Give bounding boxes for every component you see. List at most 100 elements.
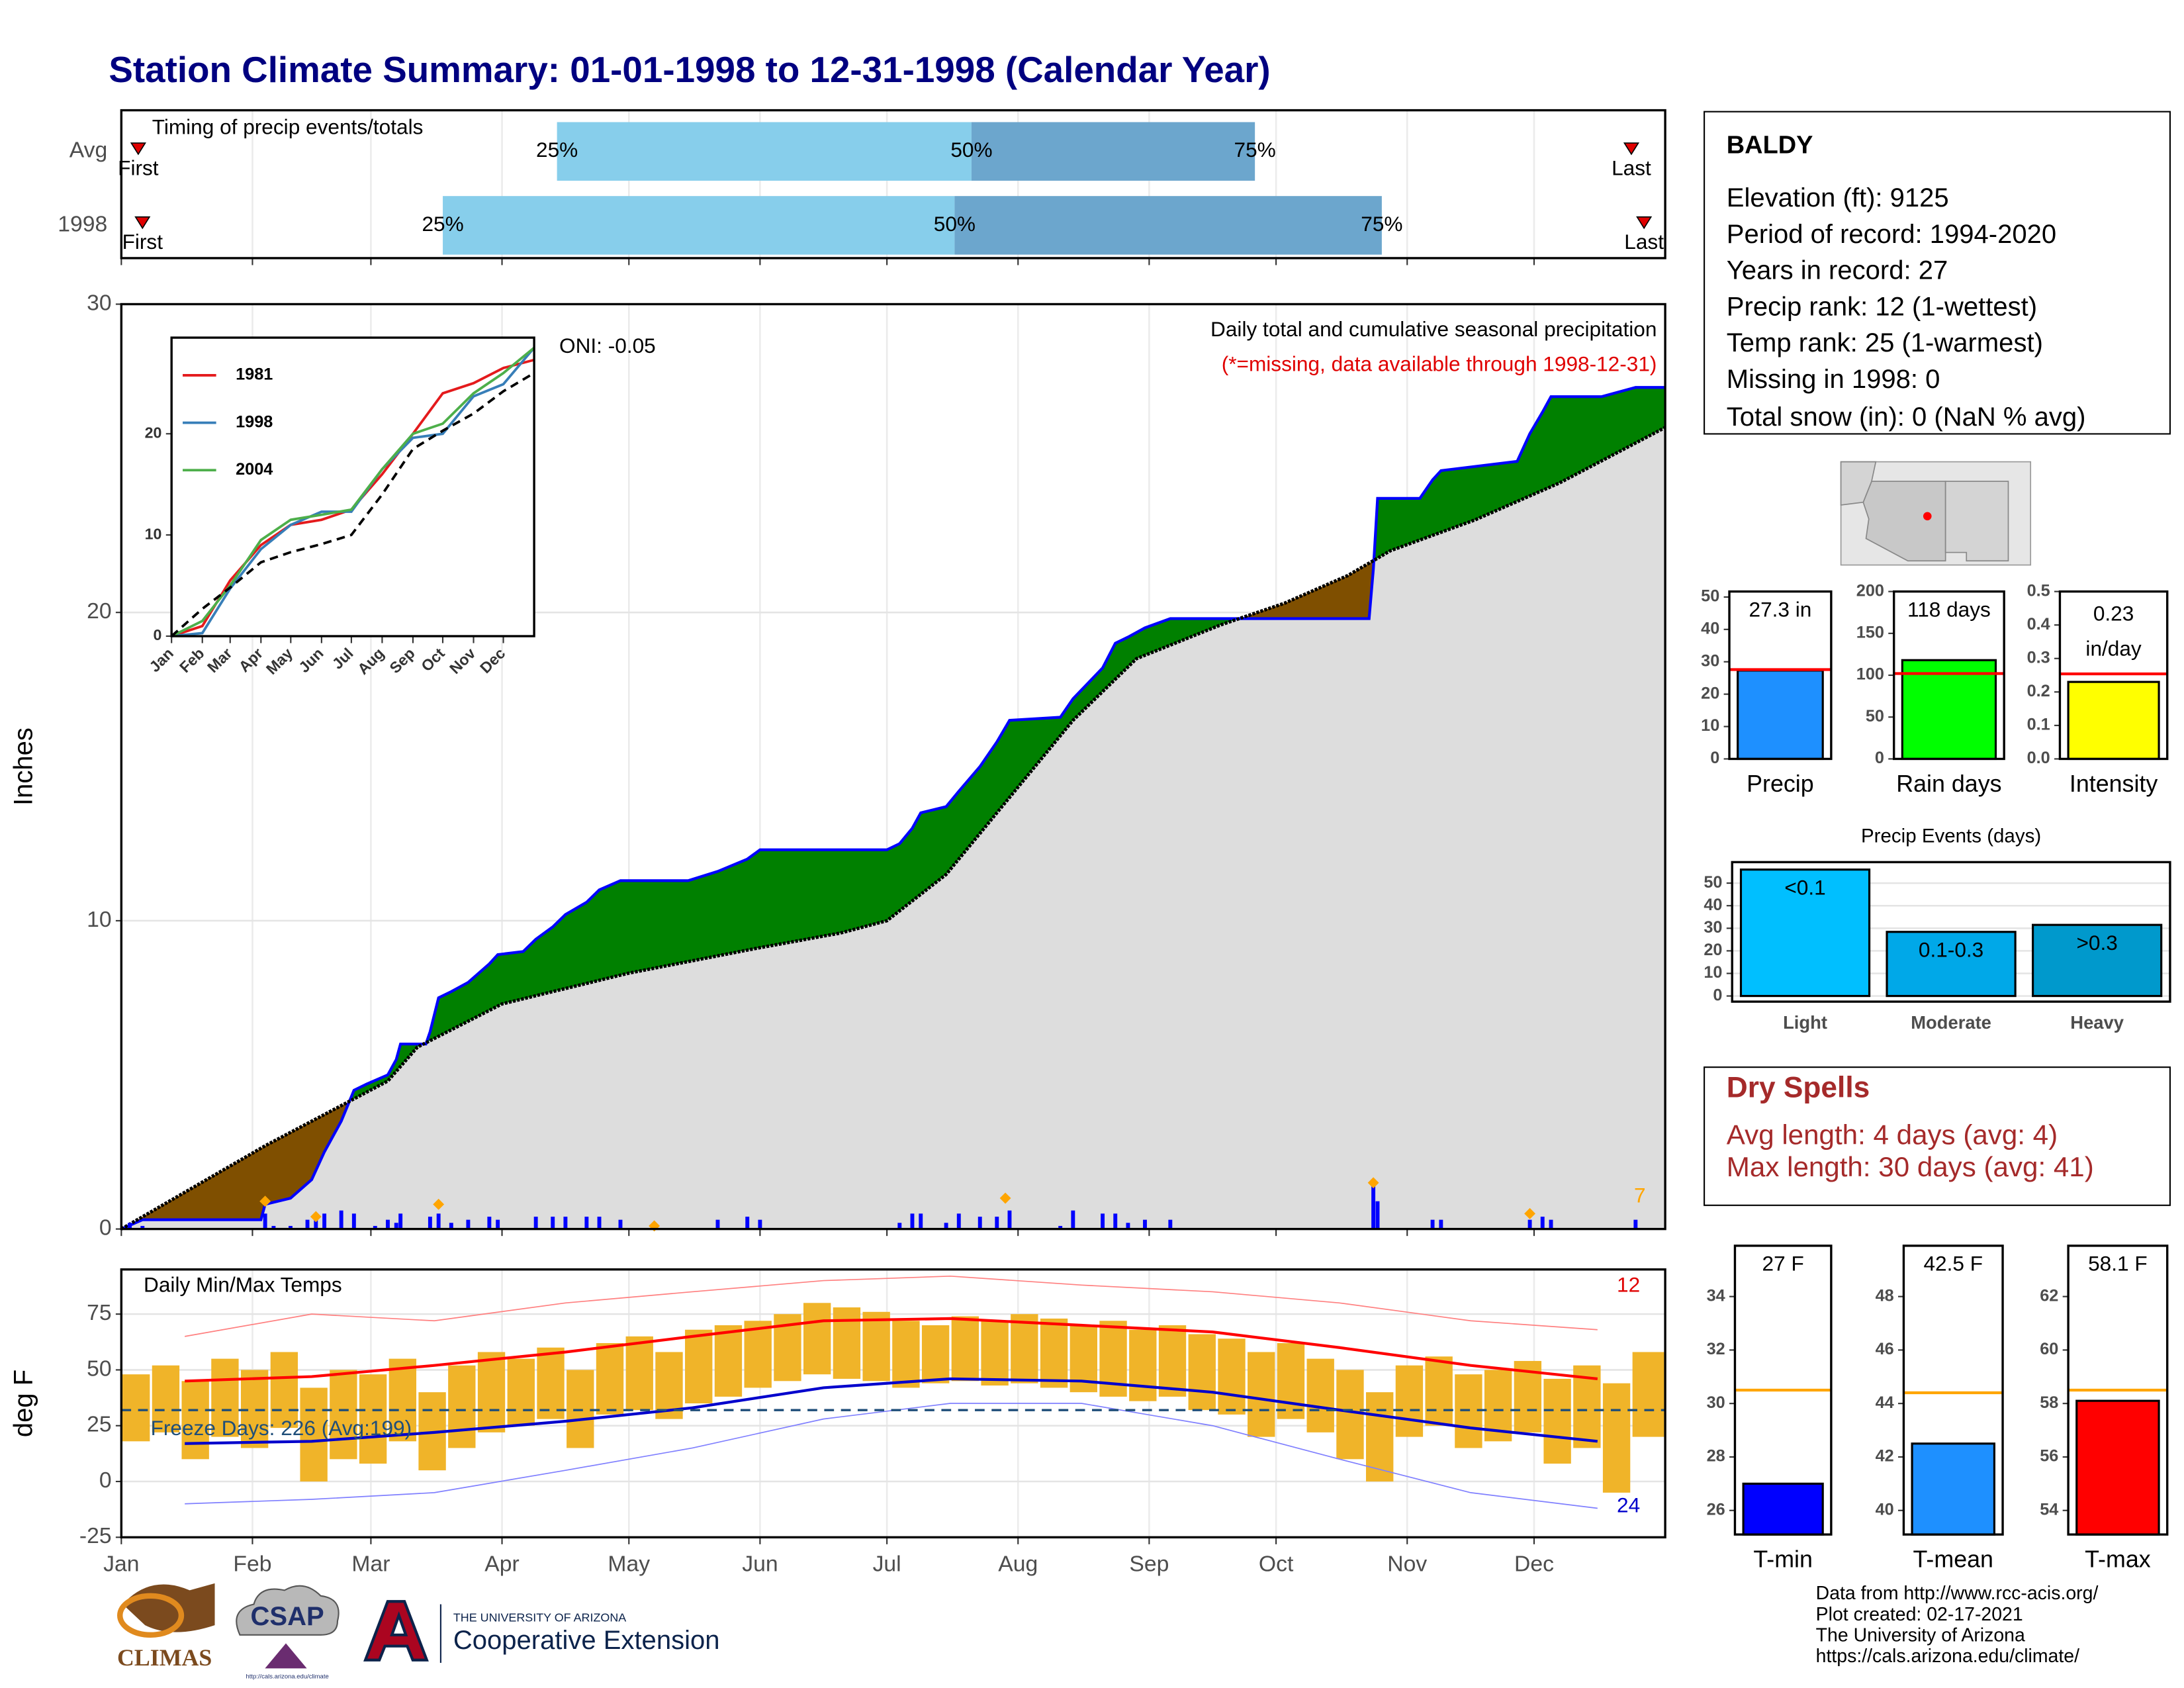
- footer-logos: CLIMAS CSAP http://cals.arizona.edu/clim…: [117, 1583, 719, 1681]
- temp-bar: [803, 1303, 831, 1375]
- class-label: >0.3: [2076, 931, 2117, 955]
- panel-title: Daily total and cumulative seasonal prec…: [1210, 317, 1657, 341]
- y-tick-label: 10: [1701, 716, 1719, 735]
- daily-bar: [1071, 1210, 1075, 1229]
- daily-bar: [487, 1216, 492, 1229]
- x-tick-label: Jul: [873, 1551, 901, 1576]
- daily-bar: [436, 1213, 441, 1229]
- marker: [999, 1192, 1011, 1204]
- temp-bar: [981, 1321, 1009, 1386]
- y-tick-label: 10: [87, 907, 112, 932]
- daily-bar: [1375, 1201, 1380, 1229]
- temp-bar: [1395, 1365, 1424, 1437]
- logo-text: THE UNIVERSITY OF ARIZONA: [453, 1611, 626, 1624]
- temp-bar: [921, 1325, 950, 1383]
- panel-subtitle: (*=missing, data available through 1998-…: [1222, 352, 1657, 376]
- y-tick-label: 0.2: [2027, 682, 2050, 700]
- y-tick-label: 0: [1713, 986, 1722, 1004]
- locator-map: [1840, 461, 2032, 566]
- y-tick-label: -25: [79, 1523, 112, 1548]
- daily-bar: [597, 1216, 602, 1229]
- daily-bar: [1143, 1219, 1147, 1229]
- footer-notes: Data from http://www.rcc-acis.org/ Plot …: [1816, 1583, 2099, 1667]
- y-tick-label: 30: [87, 290, 112, 315]
- x-tick-label: Jun: [742, 1551, 778, 1576]
- temp-bar: [270, 1352, 298, 1429]
- temp-bar: [1366, 1392, 1394, 1482]
- line: [185, 1377, 1598, 1445]
- temp-bar: [507, 1358, 535, 1426]
- temp-bar: [1011, 1314, 1038, 1383]
- panel-frame: [1728, 590, 1833, 761]
- daily-bar: [897, 1223, 902, 1229]
- value-label: 42.5 F: [1923, 1252, 1983, 1276]
- station-detail: Years in record: 27: [1727, 256, 1948, 285]
- category-label: Intensity: [2070, 771, 2158, 797]
- marker-label: Last: [1612, 156, 1651, 179]
- map-state: [1944, 481, 2009, 562]
- station-detail: Precip rank: 12 (1-wettest): [1727, 292, 2037, 321]
- line: [185, 1317, 1598, 1383]
- bar: [1886, 931, 2017, 998]
- y-tick-label: 20: [87, 598, 112, 624]
- y-tick-label: 50: [1704, 873, 1722, 892]
- daily-bar: [373, 1225, 377, 1229]
- y-tick-label: 62: [2040, 1286, 2058, 1305]
- y-axis-title: Inches: [9, 727, 38, 806]
- temp-bar: [862, 1311, 890, 1382]
- y-tick-label: 32: [1707, 1340, 1725, 1358]
- x-tick-label: May: [608, 1551, 650, 1576]
- daily-bar: [1540, 1216, 1545, 1229]
- y-tick-label: 40: [1704, 896, 1722, 914]
- panel-frame: [1902, 1244, 2004, 1536]
- temp-bar: [359, 1374, 387, 1464]
- daily-bar: [584, 1216, 589, 1229]
- y-tick-label: 26: [1707, 1500, 1725, 1519]
- temp-bar: [714, 1325, 743, 1397]
- logo-text: Cooperative Extension: [453, 1626, 720, 1655]
- panel-frame: [1893, 590, 2005, 761]
- daily-bar: [140, 1225, 145, 1229]
- y-tick-label: 60: [2040, 1340, 2058, 1358]
- footer-line: The University of Arizona: [1816, 1624, 2025, 1646]
- class-label: 0.1-0.3: [1919, 938, 1983, 962]
- daily-bar: [449, 1223, 453, 1229]
- temp-bar: [892, 1321, 920, 1388]
- station-box: BALDY Elevation (ft): 9125 Period of rec…: [1704, 111, 2171, 435]
- marker: [1524, 1207, 1536, 1219]
- temp-bar: [211, 1358, 239, 1437]
- dry-spells-title: Dry Spells: [1727, 1072, 1870, 1104]
- legend-label: 1998: [236, 412, 273, 431]
- panel-frame: [170, 336, 535, 637]
- temp-bar: [951, 1316, 979, 1382]
- daily-bar: [1007, 1210, 1012, 1229]
- category-label: T-max: [2085, 1546, 2151, 1573]
- y-tick-label: 54: [2040, 1500, 2058, 1519]
- daily-bar: [1126, 1223, 1130, 1229]
- y-tick-label: 25: [87, 1412, 112, 1437]
- footer-line: Plot created: 02-17-2021: [1816, 1604, 2023, 1625]
- y-tick-label: 0: [99, 1215, 112, 1241]
- bar: [2067, 680, 2160, 761]
- station-detail: Total snow (in): 0 (NaN % avg): [1727, 402, 2086, 432]
- category-label: Moderate: [1911, 1012, 1991, 1033]
- page-title: Station Climate Summary: 01-01-1998 to 1…: [109, 49, 1270, 90]
- line: [120, 386, 1666, 1231]
- marker: [433, 1198, 445, 1210]
- temp-bar: [1543, 1378, 1571, 1464]
- temp-bar: [388, 1358, 417, 1442]
- daily-bar: [1058, 1225, 1063, 1229]
- daily-bar: [289, 1225, 293, 1229]
- bar: [971, 122, 1255, 181]
- station-frame: [1704, 111, 2171, 435]
- annotation: ONI: -0.05: [559, 334, 656, 357]
- panel-frame: [120, 109, 1666, 259]
- temp-bar: [537, 1347, 565, 1419]
- climas-logo: [122, 1583, 215, 1632]
- count-label: 7: [1634, 1183, 1646, 1207]
- count-label: 12: [1617, 1272, 1640, 1296]
- marker: [1623, 142, 1640, 156]
- x-tick-label: Aug: [998, 1551, 1038, 1576]
